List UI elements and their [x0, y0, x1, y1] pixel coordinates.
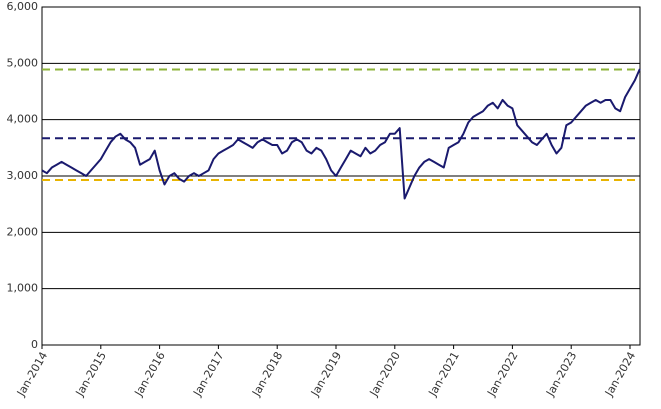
x-tick-label: Jan-2017 — [190, 350, 226, 400]
y-tick-label: 3,000 — [7, 169, 39, 182]
x-tick-label: Jan-2018 — [249, 350, 285, 400]
x-tick-label: Jan-2022 — [484, 350, 520, 400]
x-tick-label: Jan-2020 — [367, 350, 403, 400]
plot-frame — [41, 6, 641, 346]
y-tick-label: 2,000 — [7, 225, 39, 238]
y-tick-label: 1,000 — [7, 282, 39, 295]
y-tick-label: 6,000 — [7, 0, 39, 13]
y-tick-label: 0 — [31, 338, 38, 351]
x-tick-label: Jan-2015 — [73, 350, 109, 400]
data-line — [41, 68, 641, 200]
y-tick-label: 4,000 — [7, 113, 39, 126]
x-tick-label: Jan-2023 — [543, 350, 579, 400]
x-tick-label: Jan-2016 — [132, 350, 168, 400]
x-tick-label: Jan-2021 — [426, 350, 462, 400]
x-tick-label: Jan-2014 — [14, 350, 50, 400]
y-tick-label: 5,000 — [7, 56, 39, 69]
x-tick-label: Jan-2024 — [602, 350, 638, 400]
x-tick-label: Jan-2019 — [308, 350, 344, 400]
